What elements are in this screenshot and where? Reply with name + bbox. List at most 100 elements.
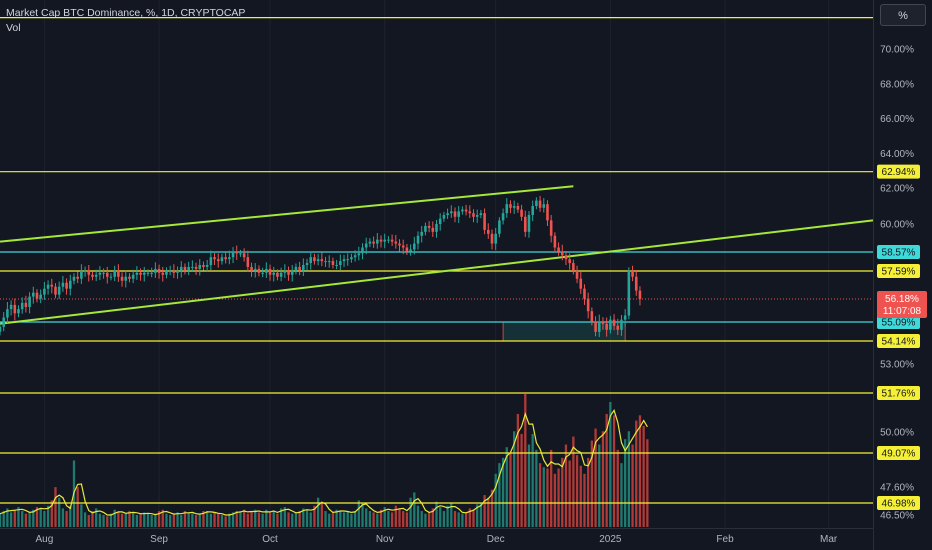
candle-59 [216, 253, 220, 268]
volume-bar-80 [294, 512, 298, 527]
volume-bar-145 [535, 449, 538, 527]
volume-bar-131 [483, 495, 486, 527]
candle-39 [142, 266, 146, 282]
candle-173 [638, 286, 642, 306]
candle-172 [634, 270, 638, 296]
candle-47 [172, 264, 176, 278]
volume-bar-58 [213, 512, 216, 527]
candle-43 [157, 264, 161, 279]
trendline-1[interactable] [0, 219, 874, 325]
candle-24 [87, 264, 91, 282]
volume-bar-149 [550, 449, 553, 527]
volume-bar-139 [513, 431, 516, 527]
candle-155 [572, 259, 575, 275]
candle-94 [346, 253, 350, 266]
candle-164 [605, 317, 608, 337]
volume-bar-103 [379, 509, 383, 527]
candle-73 [268, 264, 272, 281]
candle-66 [242, 248, 246, 262]
volume-bar-11 [39, 508, 42, 527]
candle-112 [413, 236, 416, 255]
candle-18 [65, 278, 68, 295]
candle-111 [409, 244, 412, 256]
volume-bar-46 [169, 515, 172, 527]
candle-148 [546, 200, 549, 226]
volume-bar-164 [605, 413, 608, 527]
volume-bar-170 [627, 431, 631, 527]
volume-bar-47 [172, 513, 176, 527]
volume-bar-42 [154, 515, 157, 527]
volume-bar-106 [390, 512, 394, 527]
volume-bar-30 [109, 513, 113, 527]
x-tick-3: Nov [376, 534, 394, 545]
level-tag-4-bg [877, 334, 920, 348]
volume-bar-156 [575, 455, 579, 527]
volume-bar-65 [239, 512, 242, 527]
candle-78 [287, 266, 290, 281]
candle-96 [353, 250, 357, 262]
candle-136 [501, 208, 505, 225]
candle-72 [265, 262, 268, 278]
candle-80 [294, 263, 298, 275]
candle-71 [261, 267, 264, 278]
candle-91 [335, 259, 338, 270]
candle-3 [9, 300, 13, 316]
y-tick-8: 47.60% [880, 483, 914, 494]
candle-32 [117, 264, 120, 282]
candle-125 [461, 206, 464, 215]
volume-bar-124 [457, 512, 460, 527]
trendlines[interactable] [0, 185, 874, 325]
candle-4 [13, 298, 17, 321]
candle-150 [553, 232, 557, 252]
volume-bar-51 [187, 512, 190, 527]
candle-124 [457, 206, 460, 223]
candle-82 [302, 258, 305, 276]
volume-bar-113 [416, 505, 420, 527]
candle-74 [272, 266, 276, 282]
candle-16 [57, 281, 61, 299]
candle-154 [568, 253, 571, 270]
candle-67 [246, 250, 250, 272]
time-axis[interactable]: Aug Sep Oct Nov Dec 2025 Feb Mar [35, 534, 837, 545]
volume-bar-72 [265, 509, 268, 527]
volume-bar-49 [180, 515, 183, 527]
level-tag-0-bg [877, 164, 920, 179]
candle-26 [94, 269, 98, 282]
percent-scale-button[interactable]: % [880, 4, 926, 26]
candle-19 [68, 274, 72, 296]
volume-bar-15 [54, 487, 57, 527]
trendline-0[interactable] [0, 185, 574, 243]
candle-17 [61, 275, 65, 292]
candle-46 [168, 265, 172, 276]
candle-44 [161, 266, 165, 282]
x-tick-5: 2025 [599, 534, 622, 545]
candle-153 [564, 251, 568, 265]
candlesticks [0, 195, 642, 337]
volume-bar-27 [98, 513, 102, 527]
level-tag-6-bg [877, 446, 920, 460]
candle-40 [146, 269, 150, 277]
candle-31 [113, 265, 116, 282]
volume-bar-99 [365, 508, 368, 527]
volume-bar-138 [509, 452, 512, 527]
volume-bar-17 [61, 508, 65, 527]
horizontal-levels[interactable] [0, 17, 873, 504]
candle-15 [54, 283, 57, 299]
candle-114 [420, 225, 423, 243]
candle-36 [131, 269, 135, 284]
candle-89 [327, 255, 331, 268]
candle-108 [398, 239, 401, 252]
candle-149 [549, 215, 553, 243]
candle-49 [179, 261, 183, 278]
candle-113 [416, 231, 420, 250]
candle-75 [276, 269, 279, 281]
level-tag-0: 62.94% [882, 167, 916, 178]
candle-137 [505, 198, 509, 218]
volume-bar-13 [46, 505, 50, 527]
candle-61 [224, 252, 227, 264]
volume-bar-85 [313, 505, 316, 527]
candle-63 [231, 247, 235, 264]
price-axis[interactable]: 70.00% 68.00% 66.00% 64.00% 62.00% 60.00% 53.0… [880, 45, 914, 522]
candle-42 [154, 262, 157, 278]
